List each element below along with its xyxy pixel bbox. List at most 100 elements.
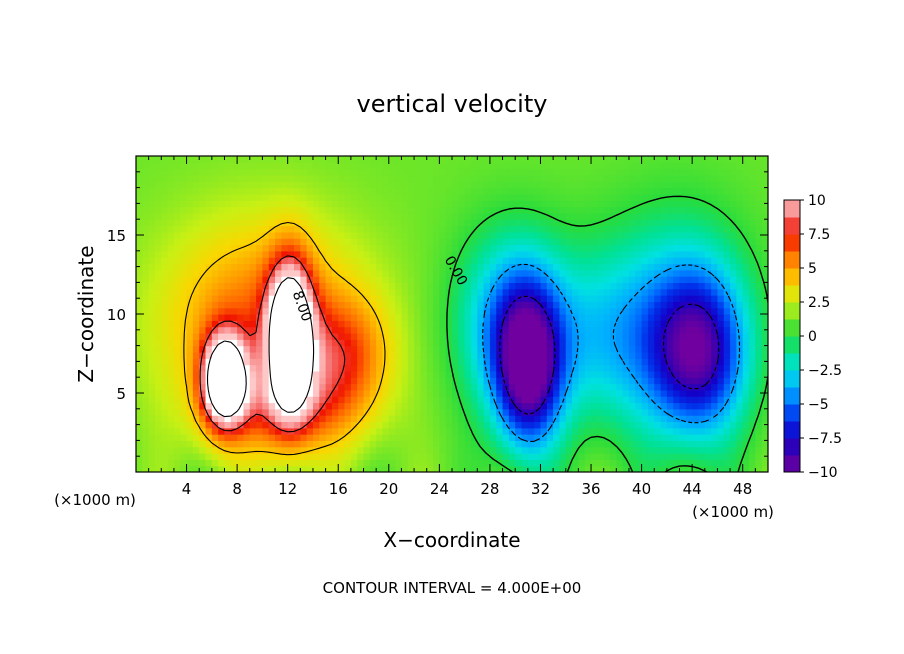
field-cell (136, 288, 143, 296)
field-cell (628, 225, 636, 233)
field-cell (622, 465, 630, 472)
field-cell (249, 345, 257, 353)
field-cell (647, 434, 655, 441)
field-cell (173, 168, 181, 176)
field-cell (666, 383, 674, 391)
field-cell (527, 269, 535, 277)
field-cell (749, 162, 756, 170)
field-cell (319, 301, 327, 309)
field-cell (496, 301, 504, 309)
field-cell (180, 174, 188, 182)
field-cell (616, 339, 624, 347)
field-cell (186, 225, 194, 233)
field-cell (597, 212, 605, 220)
field-cell (730, 257, 737, 265)
field-cell (489, 276, 497, 283)
field-cell (136, 250, 143, 258)
field-cell (749, 434, 756, 441)
field-cell (641, 440, 649, 448)
field-cell (249, 244, 257, 252)
field-cell (540, 301, 548, 309)
field-cell (230, 212, 238, 220)
field-cell (275, 301, 282, 309)
field-cell (199, 358, 207, 366)
field-cell (363, 421, 371, 429)
field-cell (281, 383, 289, 391)
field-cell (521, 301, 529, 309)
field-cell (363, 231, 371, 239)
field-cell (717, 459, 725, 467)
field-cell (578, 282, 586, 290)
field-cell (376, 446, 384, 454)
field-cell (628, 370, 636, 378)
field-cell (211, 219, 219, 227)
field-cell (426, 282, 434, 290)
field-cell (142, 370, 150, 378)
field-cell (704, 326, 712, 334)
field-cell (470, 351, 478, 359)
field-cell (628, 168, 636, 176)
field-cell (496, 200, 504, 208)
field-cell (161, 326, 169, 334)
field-cell (572, 244, 579, 252)
field-cell (635, 288, 643, 296)
field-cell (243, 326, 251, 334)
field-cell (230, 295, 238, 302)
field-cell (635, 459, 643, 467)
field-cell (730, 206, 737, 214)
field-cell (635, 415, 643, 423)
field-cell (628, 276, 636, 283)
field-cell (742, 364, 750, 372)
field-cell (685, 282, 693, 290)
field-cell (641, 326, 649, 334)
field-cell (578, 187, 586, 195)
field-cell (136, 440, 143, 448)
field-cell (281, 440, 289, 448)
field-cell (628, 434, 636, 441)
field-cell (489, 427, 497, 435)
field-cell (685, 168, 693, 176)
field-cell (426, 320, 434, 328)
field-cell (148, 301, 156, 309)
field-cell (218, 459, 226, 467)
field-cell (363, 453, 371, 460)
field-cell (331, 446, 339, 454)
field-cell (294, 421, 301, 429)
field-cell (350, 320, 358, 328)
field-cell (205, 238, 213, 246)
field-cell (527, 434, 535, 441)
field-cell (470, 465, 478, 472)
field-cell (243, 301, 251, 309)
field-cell (300, 434, 308, 441)
field-cell (502, 212, 510, 220)
field-cell (717, 402, 725, 410)
field-cell (610, 200, 617, 208)
field-cell (603, 427, 611, 435)
field-cell (673, 231, 681, 239)
field-cell (527, 383, 535, 391)
field-cell (331, 453, 339, 460)
field-cell (331, 250, 339, 258)
field-cell (761, 244, 768, 252)
field-cell (527, 326, 535, 334)
field-cell (161, 295, 169, 302)
field-cell (546, 219, 554, 227)
field-cell (376, 332, 384, 340)
field-cell (294, 370, 301, 378)
field-cell (685, 200, 693, 208)
field-cell (742, 358, 750, 366)
field-cell (584, 389, 592, 397)
field-cell (565, 200, 573, 208)
field-cell (268, 181, 276, 189)
field-cell (477, 370, 485, 378)
field-cell (218, 307, 226, 315)
field-cell (647, 364, 655, 372)
field-cell (338, 295, 346, 302)
field-cell (205, 276, 213, 283)
field-cell (230, 320, 238, 328)
field-cell (635, 421, 643, 429)
field-cell (730, 301, 737, 309)
field-cell (679, 206, 687, 214)
field-cell (300, 358, 308, 366)
field-cell (666, 282, 674, 290)
